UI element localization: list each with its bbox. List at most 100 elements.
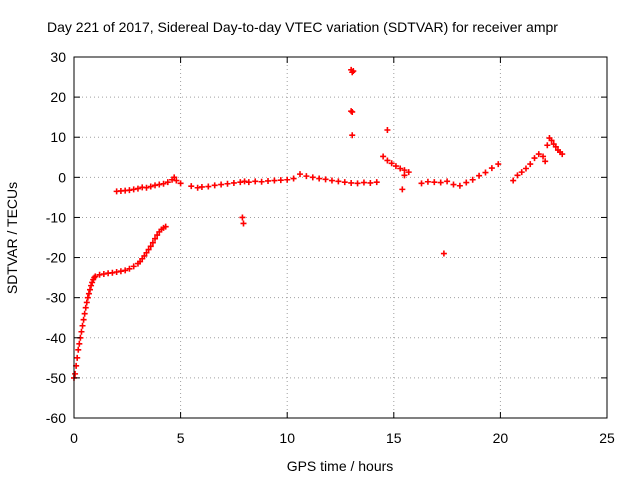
data-point: [341, 179, 348, 186]
data-point: [540, 153, 547, 160]
data-point: [444, 178, 451, 185]
data-point: [271, 177, 278, 184]
data-point: [160, 180, 167, 187]
x-tick-label: 15: [386, 430, 402, 446]
chart-title: Day 221 of 2017, Sidereal Day-to-day VTE…: [47, 19, 558, 35]
data-point: [437, 179, 444, 186]
data-point: [85, 290, 92, 297]
x-tick-label: 10: [279, 430, 295, 446]
data-point: [316, 175, 323, 182]
data-point: [463, 179, 470, 186]
data-point: [510, 177, 517, 184]
data-point: [205, 183, 212, 190]
data-point: [80, 316, 87, 323]
data-point: [349, 108, 356, 115]
data-point: [79, 322, 86, 329]
data-point: [367, 179, 374, 186]
data-point: [143, 184, 150, 191]
data-point: [122, 267, 129, 274]
x-tick-label: 20: [493, 430, 509, 446]
data-point: [86, 286, 93, 293]
data-point: [211, 182, 218, 189]
data-point: [476, 172, 483, 179]
data-point: [456, 182, 463, 189]
data-point: [388, 160, 395, 167]
data-point: [399, 186, 406, 193]
data-point: [241, 178, 248, 185]
data-point: [149, 239, 156, 246]
data-point: [230, 179, 237, 186]
grid-lines: [74, 57, 607, 418]
data-series: [71, 66, 566, 381]
data-point: [130, 263, 137, 270]
data-point: [78, 328, 85, 335]
data-point: [134, 185, 141, 192]
data-point: [373, 179, 380, 186]
data-point: [522, 165, 529, 172]
data-point: [74, 354, 81, 361]
data-point: [469, 176, 476, 183]
y-tick-label: -20: [46, 250, 66, 266]
data-point: [143, 249, 150, 256]
data-point: [84, 294, 91, 301]
data-point: [328, 177, 335, 184]
data-point: [488, 165, 495, 172]
data-point: [548, 137, 555, 144]
y-tick-label: -40: [46, 330, 66, 346]
data-point: [309, 174, 316, 181]
data-point: [83, 299, 90, 306]
data-point: [194, 184, 201, 191]
data-point: [130, 186, 137, 193]
data-point: [198, 183, 205, 190]
data-point: [240, 220, 247, 227]
data-point: [405, 169, 412, 176]
data-point: [152, 182, 159, 189]
x-tick-label: 0: [70, 430, 78, 446]
data-point: [177, 180, 184, 187]
data-point: [518, 169, 525, 176]
data-point: [397, 165, 404, 172]
data-point: [303, 173, 310, 180]
data-point: [290, 175, 297, 182]
data-point: [239, 214, 246, 221]
y-tick-label: -60: [46, 410, 66, 426]
y-tick-label: -30: [46, 290, 66, 306]
data-point: [354, 180, 361, 187]
data-point: [76, 340, 83, 347]
data-point: [147, 183, 154, 190]
data-point: [72, 370, 79, 377]
data-point: [265, 177, 272, 184]
data-point: [92, 273, 99, 280]
data-point: [88, 282, 95, 289]
data-point: [349, 132, 356, 139]
data-point: [164, 179, 171, 186]
data-point: [156, 181, 163, 188]
data-point: [162, 223, 169, 230]
data-point: [113, 268, 120, 275]
data-point: [348, 108, 355, 115]
data-point: [277, 177, 284, 184]
data-point: [450, 181, 457, 188]
data-point: [284, 176, 291, 183]
data-point: [401, 167, 408, 174]
data-point: [542, 158, 549, 165]
data-point: [431, 179, 438, 186]
data-point: [147, 243, 154, 250]
data-point: [384, 127, 391, 134]
data-point: [171, 174, 178, 181]
data-point: [252, 178, 259, 185]
y-tick-label: -50: [46, 370, 66, 386]
data-point: [495, 161, 502, 168]
axis-ticks: 0 5 10 15 20 25 -60 -50 -40 -30 -20 -10 0 10 20 30: [46, 49, 615, 446]
data-point: [245, 179, 252, 186]
data-point: [535, 151, 542, 158]
data-point: [237, 179, 244, 186]
data-point: [188, 183, 195, 190]
x-tick-label: 25: [599, 430, 615, 446]
y-axis-label: SDTVAR / TECUs: [4, 182, 20, 294]
data-point: [424, 178, 431, 185]
data-point: [152, 235, 159, 242]
data-point: [117, 268, 124, 275]
data-point: [224, 180, 231, 187]
